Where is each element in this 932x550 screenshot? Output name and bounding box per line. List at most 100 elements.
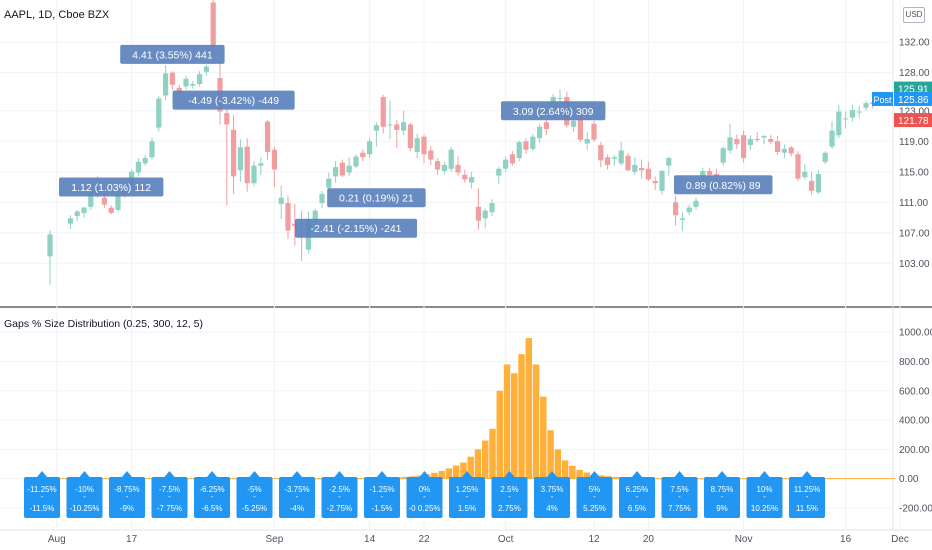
range-badge-dash: -	[721, 492, 724, 501]
price-tick-label: 111.00	[899, 198, 929, 209]
candle-body	[333, 167, 339, 177]
range-badge-dash: -	[551, 492, 554, 501]
gap-label-box	[59, 177, 164, 197]
candle	[598, 142, 604, 168]
gap-label-text: -2.41 (-2.15%) -241	[310, 223, 401, 235]
candle	[584, 132, 590, 150]
candle-body	[435, 161, 441, 170]
range-badge-dash: -	[678, 492, 681, 501]
range-badge-box	[491, 477, 528, 518]
candle	[679, 212, 685, 232]
gap-label-text: 1.12 (1.03%) 112	[71, 182, 151, 194]
gap-label: 0.21 (0.19%) 21	[327, 188, 426, 208]
range-badge-box	[406, 477, 443, 518]
candle	[611, 155, 617, 166]
gap-label-text: -4.49 (-3.42%) -449	[188, 95, 279, 107]
range-badge-pointer	[504, 471, 515, 477]
candle-body	[543, 122, 549, 130]
candle	[421, 134, 427, 164]
candle	[428, 145, 434, 165]
price-tick-label: 128.00	[899, 68, 930, 79]
candle-body	[836, 111, 842, 136]
range-badge: 11.25%- 11.5%	[789, 471, 825, 518]
candle	[577, 116, 583, 143]
candle	[652, 176, 658, 191]
currency-badge[interactable]: USD	[903, 7, 925, 23]
indicator-tick-label: 1000.00	[899, 328, 932, 339]
range-badge-dash: -	[763, 492, 766, 501]
candle	[496, 167, 502, 184]
histogram-bar	[561, 460, 569, 479]
candle	[265, 119, 271, 160]
candle	[414, 133, 420, 159]
range-badge-pointer	[589, 471, 600, 477]
range-badge: -3.75%- -4%	[279, 471, 315, 518]
candle	[795, 151, 801, 181]
histogram-bar	[532, 364, 540, 479]
histogram-bar	[612, 476, 620, 479]
range-badge-pointer	[79, 471, 90, 477]
candle-body	[441, 164, 447, 172]
range-badge: -5%- -5.25%	[236, 471, 273, 518]
time-tick-label: 16	[840, 534, 852, 545]
candle	[441, 161, 447, 175]
gap-label-text: 0.21 (0.19%) 21	[339, 193, 414, 205]
candle	[768, 135, 774, 145]
histogram-bar	[496, 390, 503, 479]
range-badge-bottom: -9%	[120, 504, 134, 513]
candle	[469, 171, 475, 189]
range-badge: 6.25%- 6.5%	[619, 471, 655, 518]
range-badge: -2.5%- -2.75%	[321, 471, 358, 518]
candle	[829, 121, 835, 149]
candle-body	[67, 218, 73, 224]
candle-body	[734, 138, 740, 145]
range-badge-dash: -	[126, 492, 129, 501]
candle-body	[142, 158, 148, 164]
candle-body	[625, 155, 631, 171]
range-badge-box	[534, 477, 570, 518]
candle-body	[278, 197, 284, 204]
time-tick-label: Nov	[735, 534, 753, 545]
candle	[775, 135, 781, 156]
candle-body	[700, 171, 706, 179]
range-badge-pointer	[717, 471, 727, 477]
candle-body	[360, 152, 366, 158]
time-tick-label: Sep	[266, 534, 284, 545]
range-badge: 7.5%- 7.75%	[661, 471, 698, 518]
range-badge-bottom: -5.25%	[242, 504, 267, 513]
candle-body	[516, 142, 522, 159]
histogram-bar	[474, 449, 482, 479]
indicator-tick-label: -200.00	[899, 503, 932, 514]
candle	[401, 110, 407, 136]
candle-body	[584, 138, 590, 144]
gap-label-text: 0.89 (0.82%) 89	[686, 180, 761, 192]
candle-body	[462, 174, 468, 180]
histogram-bar	[518, 354, 525, 479]
candle-body	[781, 148, 787, 153]
time-tick-label: 17	[126, 534, 138, 545]
candle-body	[618, 150, 624, 164]
candle	[271, 146, 277, 188]
histogram-bar	[583, 472, 591, 479]
post-badge: Post	[872, 91, 893, 106]
candle-body	[108, 207, 114, 213]
candle	[537, 123, 543, 143]
range-badge-dash: -	[381, 492, 384, 501]
range-badge-box	[576, 477, 613, 518]
price-tag-text: 121.78	[898, 116, 929, 127]
range-badge-top: 3.75%	[541, 485, 564, 494]
range-badge-box	[619, 477, 655, 518]
range-badge-bottom: 6.5%	[628, 504, 646, 513]
range-badge-bottom: 11.5%	[796, 504, 818, 513]
candle	[747, 135, 753, 151]
range-badge-pointer	[122, 471, 132, 477]
candle	[142, 155, 148, 166]
range-badge-top: -11.25%	[27, 485, 56, 494]
range-badge-top: -2.5%	[329, 485, 350, 494]
candle-body	[156, 98, 162, 128]
range-badge-dash: -	[423, 492, 426, 501]
candle	[754, 132, 760, 143]
histogram-bar	[489, 428, 496, 479]
range-badge-bottom: 5.25%	[583, 504, 606, 513]
